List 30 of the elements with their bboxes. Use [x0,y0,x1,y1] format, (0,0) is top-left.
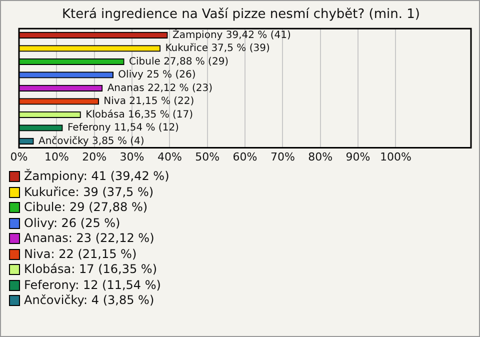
data-label: Ananas 22,12 % (23) [107,82,213,94]
text: Olivy: 26 (25 %) [24,216,120,231]
x-tick-label: 100% [380,150,412,164]
text: Feferony: 12 (11,54 %) [24,278,161,293]
data-label: Olivy 25 % (26) [118,70,196,81]
data-label: Kukuřice 37,5 % (39) [165,43,270,54]
data-label: Cibule 27,88 % (29) [129,56,229,68]
x-tick-label: 90% [346,150,370,164]
x-tick-label: 60% [232,150,258,164]
text: Niva: 22 (21,15 %) [24,246,137,262]
x-tick-label: 50% [195,150,220,164]
data-label: Žampiony 39,42 % (41) [172,28,291,41]
text: Ananas: 23 (22,12 %) [24,231,154,246]
data-label: Ančovičky 3,85 % (4) [38,136,144,147]
x-tick-label: 80% [308,150,333,164]
data-label: Feferony 11,54 % (12) [67,122,180,134]
data-label: Niva 21,15 % (22) [104,96,194,108]
x-tick-label: 70% [270,150,295,164]
text: Kukuřice: 39 (37,5 %) [24,184,154,200]
x-tick-label: 20% [82,150,107,164]
x-tick-label: 10% [44,150,69,164]
text: Klobása: 17 (16,35 %) [24,262,157,278]
text: Ančovičky: 4 (3,85 %) [24,293,154,308]
x-tick-label: 30% [120,150,144,164]
x-tick-label: 40% [157,150,182,164]
chart-title: Která ingredience na Vaší pizze nesmí chybět? (min. 1) [62,7,420,22]
x-tick-label: 0% [10,150,28,164]
text: Cibule: 29 (27,88 %) [24,200,148,216]
data-label: Klobása 16,35 % (17) [86,109,194,120]
text: Žampiony: 41 (39,42 %) [24,169,170,184]
